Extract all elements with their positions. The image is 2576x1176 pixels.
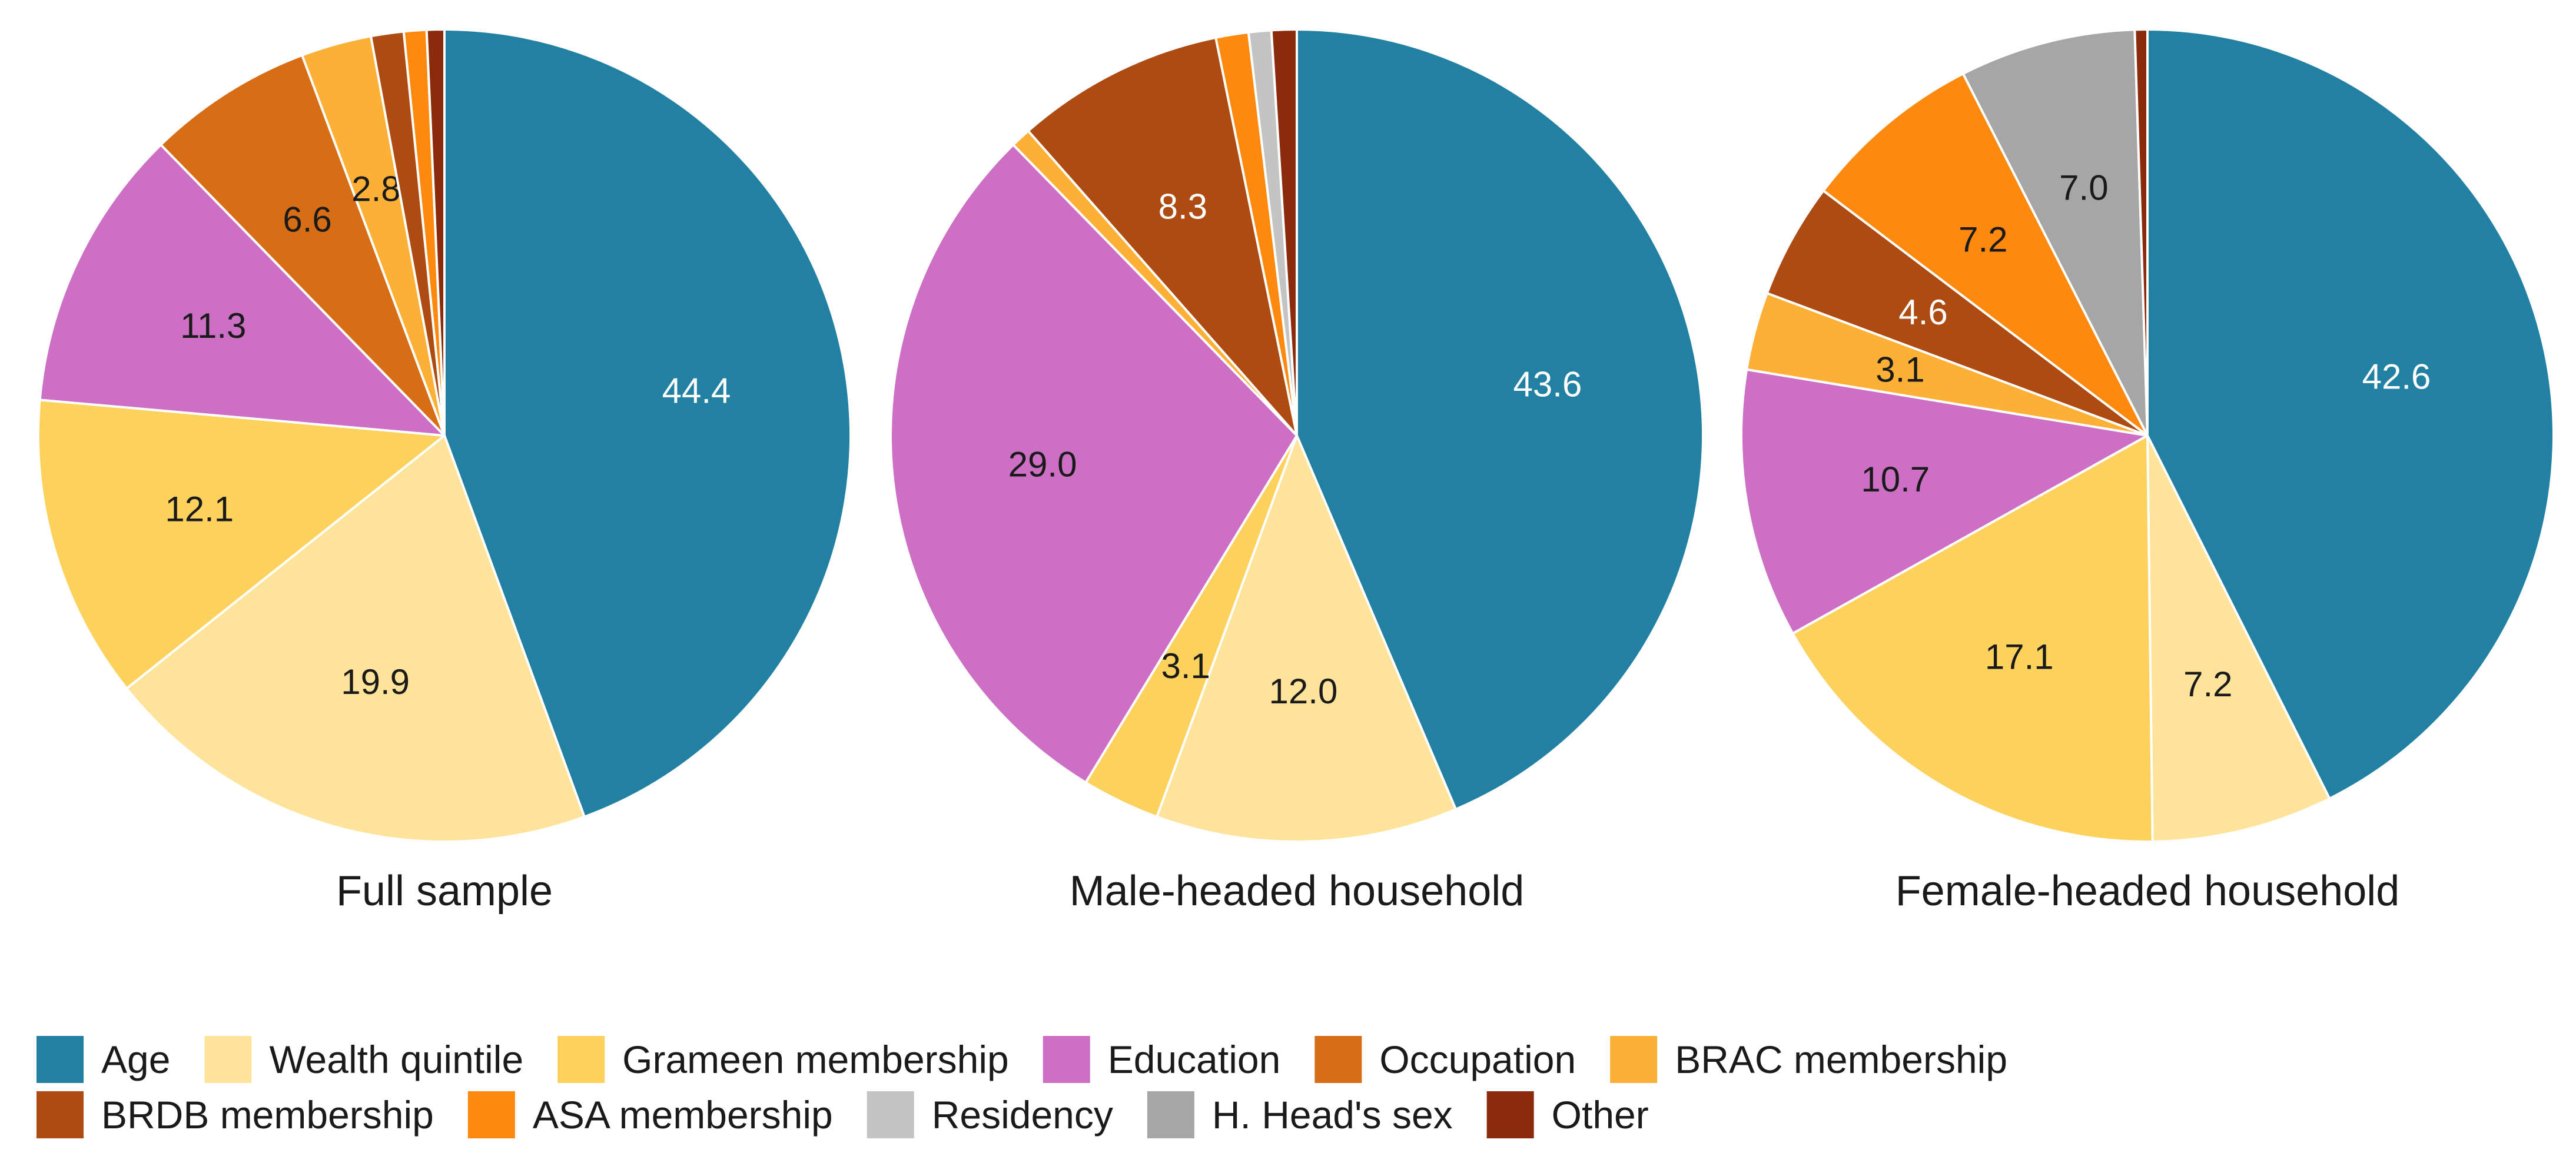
slice-label-wealth-quintile: 19.9	[341, 662, 410, 702]
pie-slice-education	[38, 144, 446, 437]
pie-title: Full sample	[336, 868, 553, 915]
legend-swatch	[1610, 1036, 1658, 1083]
pie-slice-age	[1296, 28, 1704, 810]
slice-label-grameen-membership: 17.1	[1985, 637, 2054, 677]
legend-label: Grameen membership	[622, 1038, 1009, 1081]
legend-label: Age	[101, 1038, 170, 1081]
slice-label-brac-membership: 3.1	[1875, 350, 1924, 389]
legend-label: Other	[1552, 1093, 1649, 1137]
pie-slice-h-head-s-sex	[1961, 28, 2149, 437]
slice-label-education: 11.3	[180, 306, 246, 346]
legend-item-brdb-membership: BRDB membership	[36, 1091, 434, 1138]
slice-label-age: 42.6	[2362, 357, 2431, 396]
legend-item-occupation: Occupation	[1314, 1036, 1576, 1083]
slice-label-age: 44.4	[662, 371, 731, 410]
slice-label-asa-membership: 7.2	[1958, 220, 2007, 259]
legend-swatch	[204, 1036, 252, 1083]
pie-title: Male-headed household	[1070, 868, 1525, 915]
legend-item-residency: Residency	[867, 1091, 1113, 1138]
legend-label: ASA membership	[533, 1093, 833, 1137]
legend-label: BRAC membership	[1675, 1038, 2007, 1081]
slice-label-brdb-membership: 4.6	[1898, 293, 1947, 332]
pie-slice-education	[1740, 368, 2149, 635]
legend-label: H. Head's sex	[1212, 1093, 1453, 1137]
slice-label-grameen-membership: 3.1	[1161, 646, 1210, 686]
pie-slice-grameen-membership	[37, 398, 446, 690]
pie-title: Female-headed household	[1896, 868, 2400, 915]
pie-slice-brdb-membership	[1027, 36, 1298, 437]
pie-slice-asa-membership	[1822, 72, 2149, 437]
legend-label: Residency	[932, 1093, 1113, 1137]
legend-item-h-head-s-sex: H. Head's sex	[1147, 1091, 1453, 1138]
slice-label-brac-membership: 2.8	[351, 170, 400, 209]
slice-label-brdb-membership: 8.3	[1158, 187, 1207, 226]
legend-swatch	[1043, 1036, 1090, 1083]
legend-item-brac-membership: BRAC membership	[1610, 1036, 2007, 1083]
legend-label: BRDB membership	[101, 1093, 434, 1137]
slice-label-education: 10.7	[1861, 460, 1930, 499]
pie-slice-age	[443, 28, 852, 818]
legend-swatch	[1486, 1091, 1534, 1138]
legend: Age Wealth quintile Grameen membership Educ…	[36, 1036, 2007, 1138]
slice-label-occupation: 6.6	[283, 200, 331, 239]
legend-item-wealth-quintile: Wealth quintile	[204, 1036, 523, 1083]
legend-item-education: Education	[1043, 1036, 1281, 1083]
slice-label-wealth-quintile: 12.0	[1269, 672, 1338, 711]
slice-label-age: 43.6	[1513, 365, 1582, 404]
pie-male-headed-household: 43.6 12.0 3.1 29.0 8.3 Male-headed household	[889, 28, 1704, 915]
pie-slice-other	[1270, 28, 1298, 437]
slice-label-h-head-s-sex: 7.0	[2059, 168, 2108, 207]
legend-label: Occupation	[1379, 1038, 1576, 1081]
legend-swatch	[867, 1091, 914, 1138]
legend-swatch	[36, 1091, 84, 1138]
pie-slice-age	[2146, 28, 2555, 800]
legend-swatch	[467, 1091, 515, 1138]
legend-swatch	[36, 1036, 84, 1083]
slice-label-education: 29.0	[1008, 445, 1077, 484]
pie-slice-education	[889, 144, 1298, 784]
pie-slice-wealth-quintile	[2146, 434, 2331, 843]
legend-swatch	[1147, 1091, 1194, 1138]
pie-slice-other	[425, 28, 446, 437]
pie-charts: 44.4 19.9 12.1 11.3 6.6 2.8 Full sample 43.6 12.…	[37, 28, 2555, 915]
legend-label: Education	[1108, 1038, 1281, 1081]
slice-label-wealth-quintile: 7.2	[2183, 665, 2232, 704]
legend-swatch	[557, 1036, 605, 1083]
pie-slice-occupation	[160, 54, 446, 437]
legend-swatch	[1314, 1036, 1362, 1083]
legend-item-asa-membership: ASA membership	[467, 1091, 833, 1138]
pie-slice-wealth-quintile	[1156, 434, 1458, 843]
pie-slice-other	[2133, 28, 2149, 437]
legend-item-age: Age	[36, 1036, 170, 1083]
pie-slice-grameen-membership	[1791, 434, 2154, 843]
pie-slice-brdb-membership	[1765, 189, 2149, 437]
legend-item-other: Other	[1486, 1091, 1649, 1138]
pie-full-sample: 44.4 19.9 12.1 11.3 6.6 2.8 Full sample	[37, 28, 852, 915]
pie-female-headed-household: 42.6 7.2 17.1 10.7 3.1 4.6 7.2 7.0 Female-headed…	[1740, 28, 2555, 915]
legend-label: Wealth quintile	[269, 1038, 523, 1081]
pie-slice-wealth-quintile	[125, 434, 586, 843]
slice-label-grameen-membership: 12.1	[165, 490, 234, 529]
legend-item-grameen-membership: Grameen membership	[557, 1036, 1009, 1083]
